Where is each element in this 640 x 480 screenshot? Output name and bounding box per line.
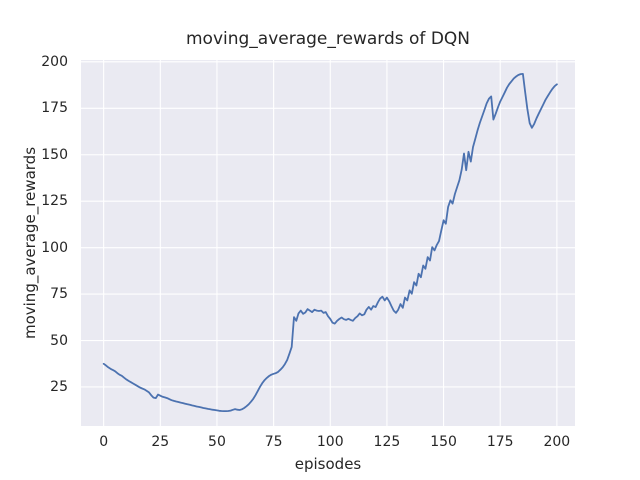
x-tick-label: 125 [373, 434, 401, 450]
y-tick-label: 25 [50, 378, 68, 395]
x-tick-label: 100 [316, 434, 344, 450]
y-tick-label: 175 [41, 100, 68, 117]
x-tick-label: 175 [486, 434, 514, 450]
y-tick-label: 125 [41, 193, 68, 210]
y-tick-label: 200 [41, 53, 68, 70]
y-tick-label: 50 [50, 332, 68, 349]
y-tick-label: 150 [41, 146, 68, 163]
x-tick-label: 150 [430, 434, 457, 450]
x-tick-label: 75 [264, 434, 283, 450]
x-tick-label: 200 [543, 434, 571, 450]
x-axis-label: episodes [294, 455, 362, 473]
reward-line [102, 73, 558, 413]
y-tick-label: 100 [41, 239, 68, 256]
axes-background [81, 60, 575, 426]
x-tick-label: 25 [151, 434, 170, 450]
x-tick-label: 0 [99, 434, 109, 450]
x-tick-label: 50 [208, 434, 226, 450]
chart-title: moving_average_rewards of DQN [185, 29, 471, 49]
y-axis-label: moving_average_rewards [21, 146, 39, 340]
y-tick-label: 75 [50, 286, 68, 303]
